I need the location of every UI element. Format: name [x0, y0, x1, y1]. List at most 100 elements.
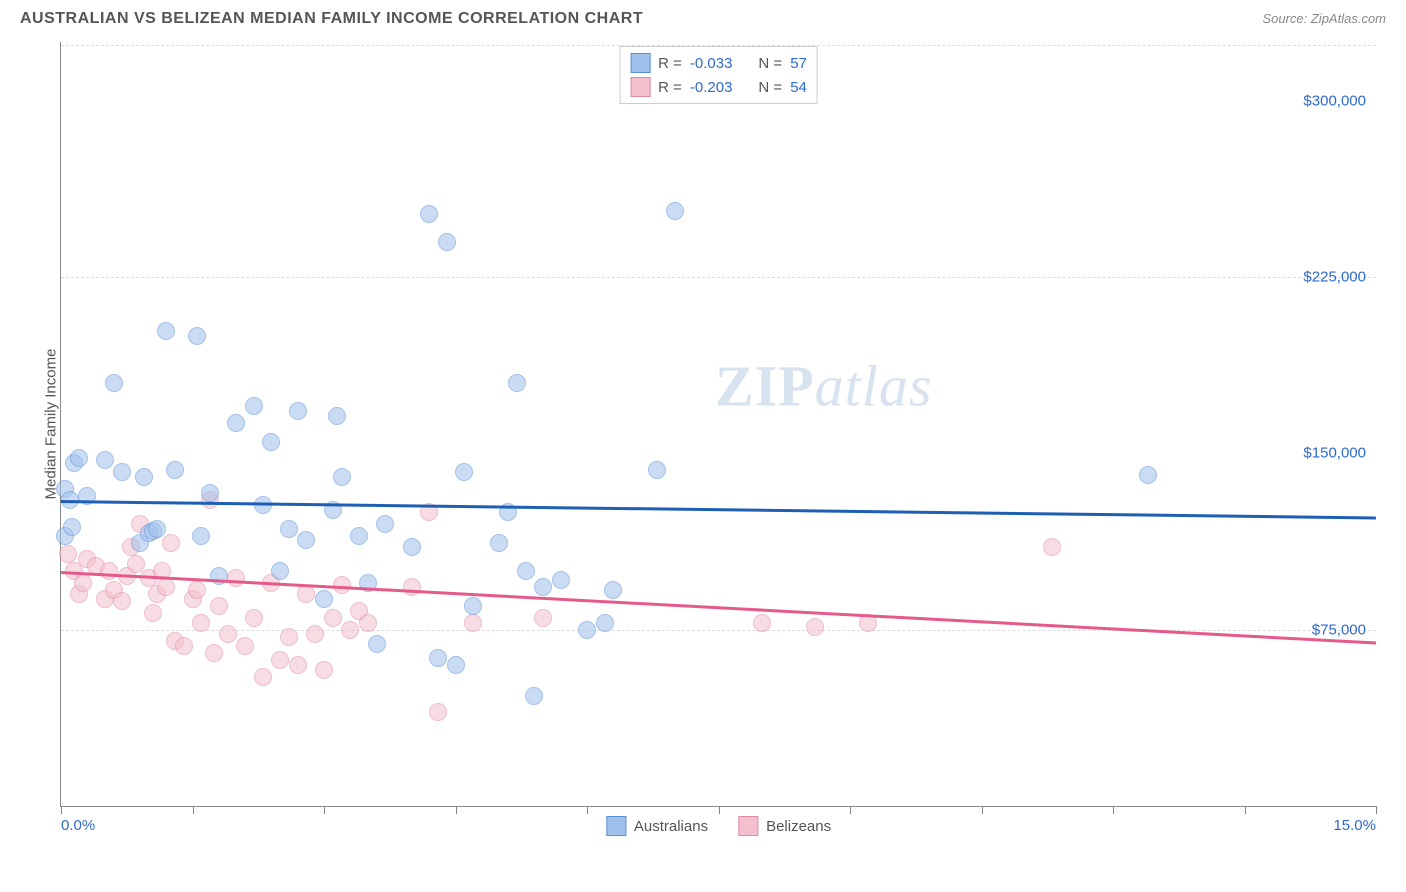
scatter-point — [63, 518, 81, 536]
scatter-point — [1139, 466, 1157, 484]
legend-swatch — [630, 77, 650, 97]
y-axis-label: Median Family Income — [43, 349, 60, 500]
scatter-point — [188, 581, 206, 599]
chart-title: AUSTRALIAN VS BELIZEAN MEDIAN FAMILY INC… — [20, 10, 643, 28]
scatter-point — [306, 625, 324, 643]
scatter-point — [70, 449, 88, 467]
scatter-point — [280, 520, 298, 538]
scatter-point — [368, 635, 386, 653]
scatter-point — [59, 545, 77, 563]
scatter-point — [447, 656, 465, 674]
scatter-point — [552, 571, 570, 589]
gridline-horizontal — [61, 277, 1376, 278]
watermark-atlas: atlas — [815, 353, 933, 418]
scatter-point — [96, 451, 114, 469]
scatter-point — [666, 202, 684, 220]
scatter-point — [271, 562, 289, 580]
scatter-point — [315, 590, 333, 608]
scatter-point — [219, 625, 237, 643]
scatter-point — [271, 651, 289, 669]
scatter-point — [420, 205, 438, 223]
scatter-point — [100, 562, 118, 580]
x-tick — [1245, 806, 1246, 814]
x-tick-label: 15.0% — [1333, 817, 1376, 834]
x-tick — [850, 806, 851, 814]
scatter-point — [210, 597, 228, 615]
scatter-point — [105, 374, 123, 392]
scatter-point — [359, 614, 377, 632]
legend-correlation-row: R =-0.203N =54 — [630, 75, 807, 99]
scatter-point — [192, 614, 210, 632]
scatter-point — [403, 578, 421, 596]
scatter-point — [341, 621, 359, 639]
legend-r-value: -0.033 — [690, 55, 733, 72]
legend-r-label: R = — [658, 79, 682, 96]
chart-container: AUSTRALIAN VS BELIZEAN MEDIAN FAMILY INC… — [10, 10, 1396, 882]
source-attribution: Source: ZipAtlas.com — [1262, 11, 1386, 26]
scatter-point — [429, 649, 447, 667]
legend-series-label: Australians — [634, 818, 708, 835]
plot-area: Median Family Income ZIPatlas R =-0.033N… — [60, 42, 1376, 807]
scatter-point — [324, 609, 342, 627]
legend-correlation: R = -0.033 N = 57 R =-0.203N =54 — [619, 46, 818, 104]
y-tick-label: $300,000 — [1303, 92, 1366, 109]
scatter-point — [236, 637, 254, 655]
scatter-point — [144, 604, 162, 622]
y-tick-label: $225,000 — [1303, 269, 1366, 286]
y-tick-label: $150,000 — [1303, 445, 1366, 462]
legend-n-label: N = — [758, 55, 782, 72]
x-tick — [193, 806, 194, 814]
chart-header: AUSTRALIAN VS BELIZEAN MEDIAN FAMILY INC… — [10, 10, 1396, 32]
legend-n-label: N = — [758, 79, 782, 96]
legend-series-label: Belizeans — [766, 818, 831, 835]
x-tick — [1113, 806, 1114, 814]
legend-swatch — [606, 816, 626, 836]
x-tick — [982, 806, 983, 814]
x-tick — [324, 806, 325, 814]
scatter-point — [201, 484, 219, 502]
x-tick — [587, 806, 588, 814]
scatter-point — [297, 585, 315, 603]
scatter-point — [753, 614, 771, 632]
scatter-point — [175, 637, 193, 655]
scatter-point — [403, 538, 421, 556]
scatter-point — [464, 597, 482, 615]
scatter-point — [648, 461, 666, 479]
scatter-point — [148, 520, 166, 538]
legend-swatch — [738, 816, 758, 836]
scatter-point — [333, 468, 351, 486]
scatter-point — [135, 468, 153, 486]
scatter-point — [166, 461, 184, 479]
x-tick — [456, 806, 457, 814]
scatter-point — [192, 527, 210, 545]
scatter-point — [534, 609, 552, 627]
x-tick — [1376, 806, 1377, 814]
scatter-point — [289, 656, 307, 674]
scatter-point — [578, 621, 596, 639]
scatter-point — [74, 574, 92, 592]
scatter-point — [188, 327, 206, 345]
legend-swatch — [630, 53, 650, 73]
scatter-point — [806, 618, 824, 636]
scatter-point — [205, 644, 223, 662]
x-tick — [719, 806, 720, 814]
scatter-point — [254, 668, 272, 686]
scatter-point — [429, 703, 447, 721]
scatter-point — [157, 578, 175, 596]
legend-series: Australians Belizeans — [606, 816, 831, 836]
y-tick-label: $75,000 — [1312, 621, 1366, 638]
scatter-point — [227, 414, 245, 432]
x-tick — [61, 806, 62, 814]
scatter-point — [227, 569, 245, 587]
scatter-point — [328, 407, 346, 425]
trend-line — [61, 571, 1376, 644]
scatter-point — [113, 463, 131, 481]
scatter-point — [262, 433, 280, 451]
scatter-point — [289, 402, 307, 420]
legend-n-value: 57 — [790, 55, 807, 72]
scatter-point — [455, 463, 473, 481]
scatter-point — [490, 534, 508, 552]
watermark-zip: ZIP — [715, 353, 815, 418]
scatter-point — [376, 515, 394, 533]
scatter-point — [350, 527, 368, 545]
